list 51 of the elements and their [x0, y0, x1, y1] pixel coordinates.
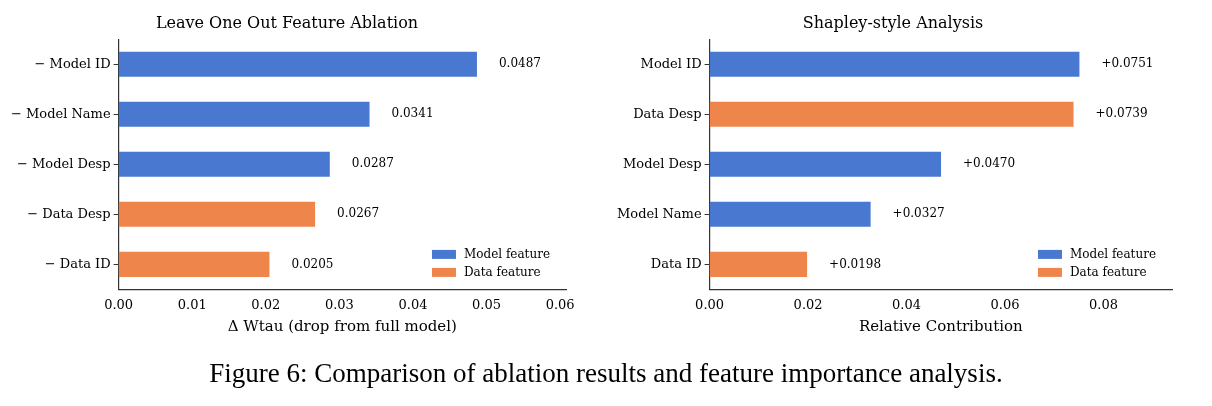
- x-tick-label: 0.05: [472, 296, 502, 312]
- legend-label: Model feature: [1069, 246, 1157, 261]
- x-tick-label: 0.08: [1089, 296, 1119, 312]
- chart-title: Leave One Out Feature Ablation: [155, 12, 419, 32]
- data-label: 0.0487: [498, 56, 541, 71]
- caption: Figure 6: Comparison of ablation results and feature importance analysis.: [208, 358, 1004, 389]
- chart-title: Shapley-style Analysis: [802, 12, 984, 32]
- bar: [118, 201, 316, 227]
- x-axis-title: Relative Contribution: [858, 316, 1024, 335]
- bar: [118, 251, 270, 277]
- data-label: +0.0739: [1095, 106, 1148, 121]
- bar: [118, 101, 370, 127]
- y-tick-label: Data ID: [650, 255, 702, 271]
- bar: [709, 201, 871, 227]
- y-tick-label: − Model ID: [34, 55, 111, 71]
- x-tick-label: 0.04: [398, 296, 428, 312]
- data-label: +0.0470: [963, 156, 1016, 171]
- legend-label: Data feature: [1069, 264, 1147, 279]
- data-label: 0.0267: [337, 206, 380, 221]
- x-tick-label: 0.06: [545, 296, 575, 312]
- y-tick-label: − Data Desp: [27, 205, 111, 221]
- x-tick-label: 0.03: [324, 296, 354, 312]
- x-tick-label: 0.06: [990, 296, 1020, 312]
- y-tick-label: Data Desp: [633, 105, 702, 121]
- legend-label: Data feature: [463, 264, 541, 279]
- data-label: +0.0327: [892, 206, 945, 221]
- data-label: 0.0341: [391, 106, 434, 121]
- x-tick-label: 0.02: [251, 296, 281, 312]
- bar: [118, 51, 477, 77]
- y-tick-label: − Model Name: [10, 105, 111, 121]
- x-tick-label: 0.01: [177, 296, 207, 312]
- data-label: +0.0198: [829, 256, 882, 271]
- bar: [709, 151, 942, 177]
- data-label: 0.0205: [291, 256, 334, 271]
- x-tick-label: 0.00: [695, 296, 725, 312]
- y-tick-label: − Data ID: [44, 255, 111, 271]
- x-tick-label: 0.02: [793, 296, 823, 312]
- x-axis-title: Δ Wtau (drop from full model): [227, 316, 457, 335]
- y-tick-label: Model Name: [617, 205, 702, 221]
- bar: [709, 251, 808, 277]
- bar: [118, 151, 330, 177]
- y-tick-label: − Model Desp: [17, 155, 111, 171]
- legend-label: Model feature: [463, 246, 551, 261]
- y-tick-label: Model ID: [640, 55, 702, 71]
- x-tick-label: 0.00: [104, 296, 134, 312]
- x-tick-label: 0.04: [892, 296, 922, 312]
- y-tick-label: Model Desp: [623, 155, 702, 171]
- bar: [709, 51, 1080, 77]
- bar: [709, 101, 1074, 127]
- data-label: 0.0287: [351, 156, 394, 171]
- data-label: +0.0751: [1101, 56, 1154, 71]
